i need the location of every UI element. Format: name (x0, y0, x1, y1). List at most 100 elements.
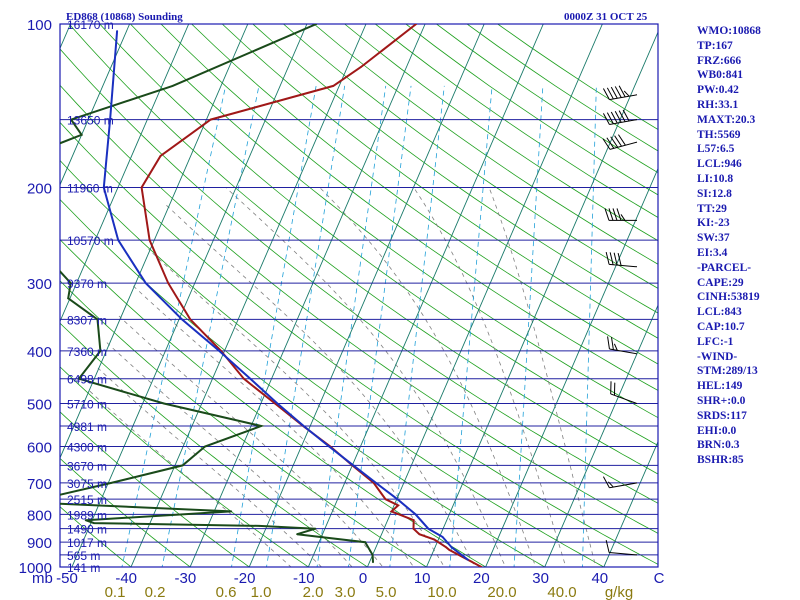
dewpoint-point (26, 501, 28, 503)
dry-adiabat (60, 239, 487, 567)
mixing-ratio-label: 1.0 (251, 584, 272, 600)
wind-barb-flag (610, 86, 618, 99)
stat-line: CAP:10.7 (697, 320, 745, 333)
pressure-tick-label: 800 (27, 507, 52, 524)
background-grid (60, 24, 658, 567)
dewpoint-point (230, 510, 233, 513)
stat-line: SW:37 (697, 232, 730, 245)
isotherm (189, 24, 426, 567)
mixing-ratio-line (347, 85, 412, 567)
stat-line: BRN:0.3 (697, 439, 740, 452)
mixing-ratio-line (231, 85, 317, 567)
temperature-point (242, 377, 245, 380)
pressure-axis: 100 200 300 400 500 600 700 800 900 1000 (19, 17, 52, 577)
isotherm (248, 24, 485, 567)
wind-barb-flag (606, 112, 614, 125)
pressure-tick-label: 900 (27, 535, 52, 552)
temperature-point (480, 566, 483, 567)
wind-barb (610, 381, 638, 405)
dewpoint-point (163, 402, 165, 405)
dewpoint-line (60, 24, 374, 563)
isotherm (60, 24, 249, 460)
temperature-point (332, 85, 335, 87)
mixing-ratio-label: 0.1 (105, 584, 126, 600)
stat-line: BSHR:85 (697, 454, 744, 467)
wind-barb-flag (602, 88, 610, 100)
mixing-ratio-line (266, 85, 346, 567)
height-label: 1017 m (67, 536, 107, 550)
parcel-point (144, 282, 147, 284)
isotherm (366, 24, 603, 567)
moist-adiabat (87, 388, 292, 567)
stat-line: LFC:-1 (697, 335, 734, 348)
wind-barb-flag (618, 85, 626, 98)
temperature-point (445, 546, 448, 549)
moist-adiabat (319, 187, 537, 567)
dewpoint-point (84, 519, 87, 522)
mixing-ratio-line (582, 85, 597, 567)
dewpoint-point (171, 85, 174, 87)
parcel-point (302, 425, 305, 427)
parcel-point (116, 30, 118, 32)
dry-adiabat (60, 198, 546, 567)
height-label: 8307 m (67, 313, 107, 327)
wind-barb-flag (623, 90, 630, 97)
temp-tick-label: -20 (234, 570, 256, 587)
temperature-point (397, 504, 400, 507)
wind-barb-staff (610, 393, 638, 405)
wind-barb-flag (614, 111, 622, 123)
pressure-tick-label: 300 (27, 276, 52, 293)
wind-barb (602, 476, 638, 489)
dry-adiabat (60, 366, 310, 567)
dry-adiabat (191, 24, 658, 365)
dry-adiabat (221, 24, 658, 339)
pressure-tick-label: 100 (27, 17, 52, 34)
pressure-tick-label: 600 (27, 440, 52, 457)
temperature-point (189, 318, 192, 321)
pressure-tick-label: 1000 (19, 560, 52, 577)
wind-barb-flag (612, 208, 618, 221)
height-label: 9370 m (67, 277, 107, 291)
wind-barb-flag (602, 138, 611, 150)
isotherm (60, 24, 190, 323)
moist-adiabat (148, 249, 445, 567)
height-label: 13650 m (67, 114, 114, 128)
wind-barb-flag (617, 252, 622, 266)
stat-line: WB0:841 (697, 69, 743, 82)
isotherm (485, 167, 658, 567)
stat-line: MAXT:20.3 (697, 113, 756, 126)
dewpoint-point (31, 239, 33, 241)
dewpoint-point (10, 162, 12, 164)
parcel-point (102, 186, 105, 189)
wind-barb-flag (604, 208, 610, 221)
parcel-point (328, 445, 330, 448)
temp-tick-label: 10 (414, 570, 431, 587)
dewpoint-point (110, 482, 113, 484)
wind-barb-staff (609, 141, 638, 150)
temperature-point (448, 549, 451, 551)
temp-tick-label: -10 (293, 570, 315, 587)
stat-line: KI:-23 (697, 217, 730, 230)
temperature-point (390, 510, 393, 513)
stat-line: PW:0.42 (697, 84, 739, 97)
stat-line: L57:6.5 (697, 143, 735, 156)
stats-panel: WMO:10868 TP:167 FRZ:666 WB0:841 PW:0.42 RH:3… (697, 24, 797, 468)
height-label: 3670 m (67, 459, 107, 473)
mixing-ratio-label: 5.0 (376, 584, 397, 600)
dewpoint-point (260, 425, 263, 427)
parcel-point (218, 350, 221, 352)
isotherm (130, 24, 367, 567)
valid-time: 0000Z 31 OCT 25 (564, 11, 648, 23)
wind-barb-flag (605, 251, 610, 265)
height-label: 565 m (67, 549, 100, 563)
wind-barb-flag (613, 252, 618, 266)
temperature-point (360, 66, 362, 68)
isotherm (307, 24, 544, 567)
wind-barb-flag (602, 476, 610, 488)
temp-tick-label: 0 (359, 570, 367, 587)
stat-line: SI:12.8 (697, 187, 732, 200)
wind-barb-staff (609, 482, 638, 489)
wind-barb-flag (605, 540, 610, 553)
wind-barb-flag (606, 137, 615, 149)
stat-line: LI:10.8 (697, 172, 734, 185)
